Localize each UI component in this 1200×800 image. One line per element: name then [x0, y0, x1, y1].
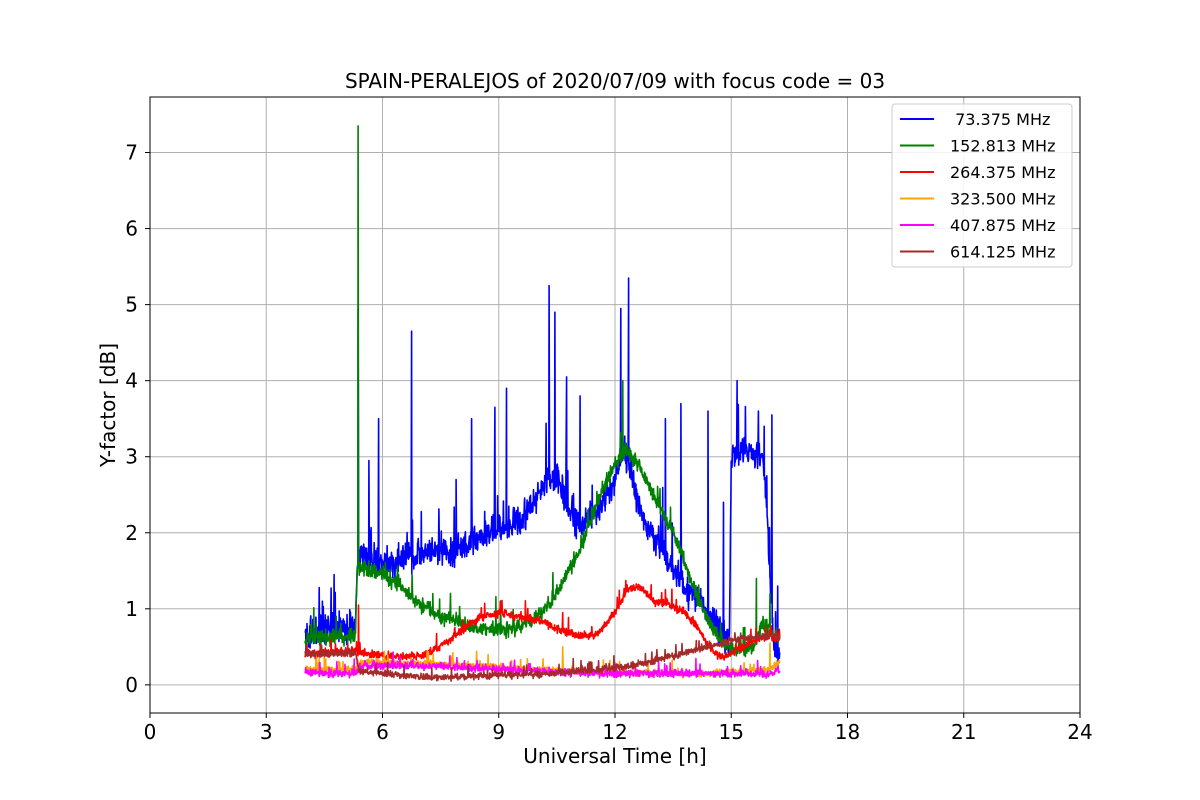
y-tick-label: 7	[125, 141, 138, 165]
x-tick-label: 9	[492, 720, 505, 744]
x-tick-label: 24	[1067, 720, 1092, 744]
legend-label: 323.500 MHz	[950, 190, 1055, 209]
x-tick-label: 21	[951, 720, 976, 744]
x-axis-ticks: 0 3 6 9 12 15 18 21 24	[144, 713, 1093, 744]
y-tick-label: 3	[125, 445, 138, 469]
chart-title: SPAIN-PERALEJOS of 2020/07/09 with focus…	[345, 69, 885, 93]
legend-label: 152.813 MHz	[950, 137, 1055, 156]
legend-label: 73.375 MHz	[950, 110, 1050, 129]
x-tick-label: 3	[260, 720, 273, 744]
y-tick-label: 0	[125, 673, 138, 697]
series-line-152-813-mhz	[304, 125, 781, 658]
x-axis-label: Universal Time [h]	[523, 744, 706, 768]
x-tick-label: 12	[602, 720, 627, 744]
y-tick-label: 2	[125, 521, 138, 545]
legend-label: 264.375 MHz	[950, 163, 1055, 182]
series-line-614-125-mhz	[304, 628, 781, 682]
y-tick-label: 5	[125, 293, 138, 317]
y-tick-label: 1	[125, 597, 138, 621]
y-axis-label: Y-factor [dB]	[96, 343, 120, 468]
legend: 73.375 MHz 152.813 MHz 264.375 MHz 323.500 …	[891, 103, 1073, 268]
x-tick-label: 15	[719, 720, 744, 744]
x-tick-label: 18	[835, 720, 860, 744]
legend-label: 407.875 MHz	[950, 216, 1055, 235]
y-tick-label: 6	[125, 217, 138, 241]
x-tick-label: 0	[144, 720, 157, 744]
legend-label: 614.125 MHz	[950, 243, 1055, 262]
legend-box	[891, 103, 1073, 268]
x-tick-label: 6	[376, 720, 389, 744]
series-line-73-375-mhz	[304, 277, 781, 667]
y-axis-ticks: 0 1 2 3 4 5 6 7	[125, 141, 150, 697]
series-lines	[304, 125, 781, 682]
y-tick-label: 4	[125, 369, 138, 393]
series-line-407-875-mhz	[304, 651, 781, 679]
